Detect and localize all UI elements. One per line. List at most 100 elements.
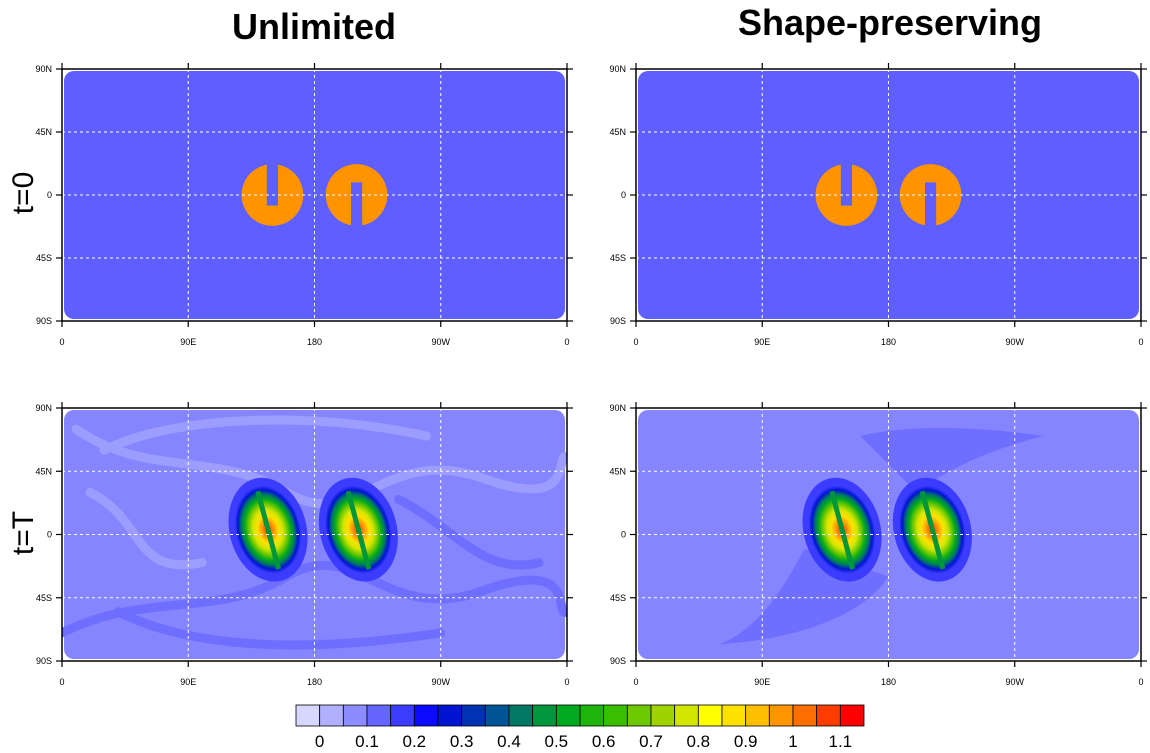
colorbar-box: [745, 704, 770, 727]
colorbar-box: [413, 704, 439, 727]
y-tick-label: 90N: [609, 64, 626, 74]
x-tick-label: 90E: [180, 337, 196, 347]
x-tick-label: 0: [59, 677, 64, 687]
colorbar-box: [508, 704, 534, 727]
vortices: [228, 477, 398, 582]
x-tick-label: 0: [564, 337, 569, 347]
colorbar-box: [437, 704, 463, 727]
y-tick-label: 90S: [610, 656, 626, 666]
cylinder-left-slot: [266, 162, 279, 206]
colorbar-box: [342, 704, 368, 727]
vortices: [802, 477, 972, 582]
vortex-slot-1: [919, 490, 946, 570]
colorbar-box: [768, 704, 794, 727]
y-tick-label: 90S: [36, 316, 52, 326]
x-tick-label: 90W: [431, 677, 450, 687]
colorbar-box: [839, 704, 865, 727]
colorbar-box: [366, 704, 392, 727]
colorbar-label: 0.5: [545, 732, 569, 751]
y-tick-label: 45N: [609, 127, 626, 137]
panel-1: 0 90E 180 90W 0 90N 45N 0 45S 90S: [609, 63, 1147, 347]
x-tick-label: 180: [881, 677, 896, 687]
colorbar-label: 0.6: [592, 732, 616, 751]
cylinder-left-slot: [840, 162, 853, 206]
x-tick-label: 0: [564, 677, 569, 687]
colorbar-label: 0.3: [450, 732, 474, 751]
x-tick-label: 0: [59, 337, 64, 347]
colorbar-box: [532, 704, 557, 727]
y-tick-label: 90S: [610, 316, 626, 326]
y-tick-label: 45S: [610, 593, 626, 603]
y-tick-label: 45S: [36, 253, 52, 263]
colorbar-box: [461, 704, 486, 727]
y-tick-label: 45N: [35, 127, 52, 137]
colorbar-label: 0.8: [687, 732, 711, 751]
x-tick-label: 180: [881, 337, 896, 347]
panel-2: 0 90E 180 90W 0 90N 45N 0 45S 90S: [35, 402, 573, 687]
colorbar-box: [816, 704, 841, 727]
colorbar-box: [626, 704, 652, 727]
colorbar-box: [484, 704, 510, 727]
y-tick-label: 45N: [609, 466, 626, 476]
x-tick-label: 90E: [180, 677, 196, 687]
colorbar-label: 0.7: [639, 732, 663, 751]
colorbar-label: 0.2: [403, 732, 427, 751]
x-tick-label: 0: [633, 677, 638, 687]
y-tick-label: 90N: [35, 403, 52, 413]
panel-0: 0 90E 180 90W 0 90N 45N 0 45S 90S: [35, 63, 573, 347]
filament-3: [394, 494, 544, 570]
colorbar-box: [792, 704, 818, 727]
panels-group: 0 90E 180 90W 0 90N 45N 0 45S 90S 0 90E 180 90W 0 90N 45…: [35, 63, 1147, 687]
x-tick-label: 90E: [754, 677, 770, 687]
filament-2: [85, 487, 207, 570]
vortex-slot-0: [255, 490, 282, 570]
filament-5: [113, 607, 446, 650]
colorbar-box: [721, 704, 747, 727]
y-tick-label: 45S: [36, 593, 52, 603]
y-tick-label: 90N: [609, 403, 626, 413]
x-tick-label: 0: [1138, 337, 1143, 347]
colorbar-box: [555, 704, 581, 727]
y-tick-label: 0: [47, 530, 52, 540]
x-tick-label: 180: [307, 337, 322, 347]
x-tick-label: 0: [633, 337, 638, 347]
column-title-shape-preserving: Shape-preserving: [737, 2, 1043, 43]
y-tick-label: 90S: [36, 656, 52, 666]
y-tick-label: 45N: [35, 466, 52, 476]
x-tick-label: 0: [1138, 677, 1143, 687]
x-tick-label: 90E: [754, 337, 770, 347]
y-tick-label: 0: [621, 190, 626, 200]
column-title-unlimited: Unlimited: [231, 6, 396, 47]
cylinder-right-slot: [350, 182, 363, 228]
cylinder-right-slot: [924, 182, 937, 228]
x-tick-label: 90W: [1005, 677, 1024, 687]
colorbar-box: [295, 704, 321, 727]
colorbar-label: 0.9: [734, 732, 758, 751]
filaments: [62, 415, 567, 650]
colorbar-box: [650, 704, 676, 727]
colorbar-box: [579, 704, 605, 727]
colorbar-label: 1: [788, 732, 797, 751]
colorbar-label: 0: [315, 732, 324, 751]
y-tick-label: 0: [621, 530, 626, 540]
colorbar-label: 0.1: [355, 732, 379, 751]
colorbar-box: [603, 704, 628, 727]
colorbar-label: 0.4: [497, 732, 521, 751]
y-tick-label: 0: [47, 190, 52, 200]
colorbar-box: [390, 704, 415, 727]
vortex-slot-0: [829, 490, 856, 570]
colorbar: 0 0.1 0.2 0.3 0.4 0.5 0.6 0.7 0.8 0.9 1 1.1: [295, 704, 865, 751]
filament-upper: [860, 427, 1043, 493]
y-tick-label: 45S: [610, 253, 626, 263]
panel-3: 0 90E 180 90W 0 90N 45N 0 45S 90S: [609, 402, 1147, 687]
colorbar-label: 1.1: [829, 732, 853, 751]
y-tick-label: 90N: [35, 64, 52, 74]
filament-4: [99, 415, 432, 455]
colorbar-box: [697, 704, 723, 727]
x-tick-label: 180: [307, 677, 322, 687]
colorbar-box: [319, 704, 344, 727]
x-tick-label: 90W: [431, 337, 450, 347]
colorbar-box: [674, 704, 699, 727]
vortex-slot-1: [345, 490, 372, 570]
